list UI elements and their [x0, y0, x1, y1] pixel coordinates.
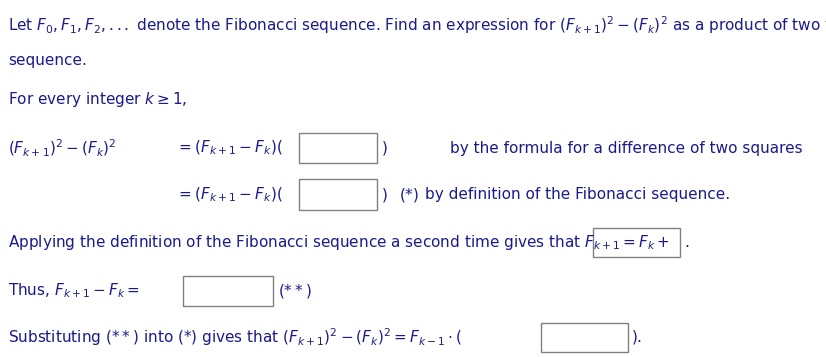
Text: Applying the definition of the Fibonacci sequence a second time gives that $F_{k: Applying the definition of the Fibonacci… [8, 233, 670, 252]
Text: $).$: $).$ [631, 328, 643, 346]
Bar [541, 323, 628, 352]
Text: For every integer $k \geq 1,$: For every integer $k \geq 1,$ [8, 90, 188, 110]
Text: $(*)$: $(*)$ [399, 186, 419, 203]
Text: $(F_{k+1})^2 - (F_k)^2$: $(F_{k+1})^2 - (F_k)^2$ [8, 137, 116, 159]
Text: Let $F_0, F_1, F_2, ...$ denote the Fibonacci sequence. Find an expression for $: Let $F_0, F_1, F_2, ...$ denote the Fibo… [8, 14, 826, 36]
Text: by the formula for a difference of two squares: by the formula for a difference of two s… [450, 141, 803, 156]
Text: by definition of the Fibonacci sequence.: by definition of the Fibonacci sequence. [425, 187, 730, 202]
Text: $)$: $)$ [381, 186, 387, 203]
Text: Thus, $F_{k+1} - F_k =$: Thus, $F_{k+1} - F_k =$ [8, 282, 140, 300]
Text: $)$: $)$ [381, 139, 387, 157]
Bar [183, 276, 273, 306]
Bar [299, 179, 377, 210]
Text: $= (F_{k+1} - F_k)($: $= (F_{k+1} - F_k)($ [176, 185, 282, 204]
Text: sequence.: sequence. [8, 53, 87, 68]
Text: Substituting $(**)$ into $(*)$ gives that $(F_{k+1})^2 - (F_k)^2 = F_{k-1} \cdot: Substituting $(**)$ into $(*)$ gives tha… [8, 327, 463, 348]
Bar [299, 133, 377, 164]
Text: .: . [684, 235, 689, 250]
Text: $= (F_{k+1} - F_k)($: $= (F_{k+1} - F_k)($ [176, 139, 282, 157]
Text: $(**)$: $(**)$ [278, 282, 312, 300]
Bar [593, 228, 680, 257]
